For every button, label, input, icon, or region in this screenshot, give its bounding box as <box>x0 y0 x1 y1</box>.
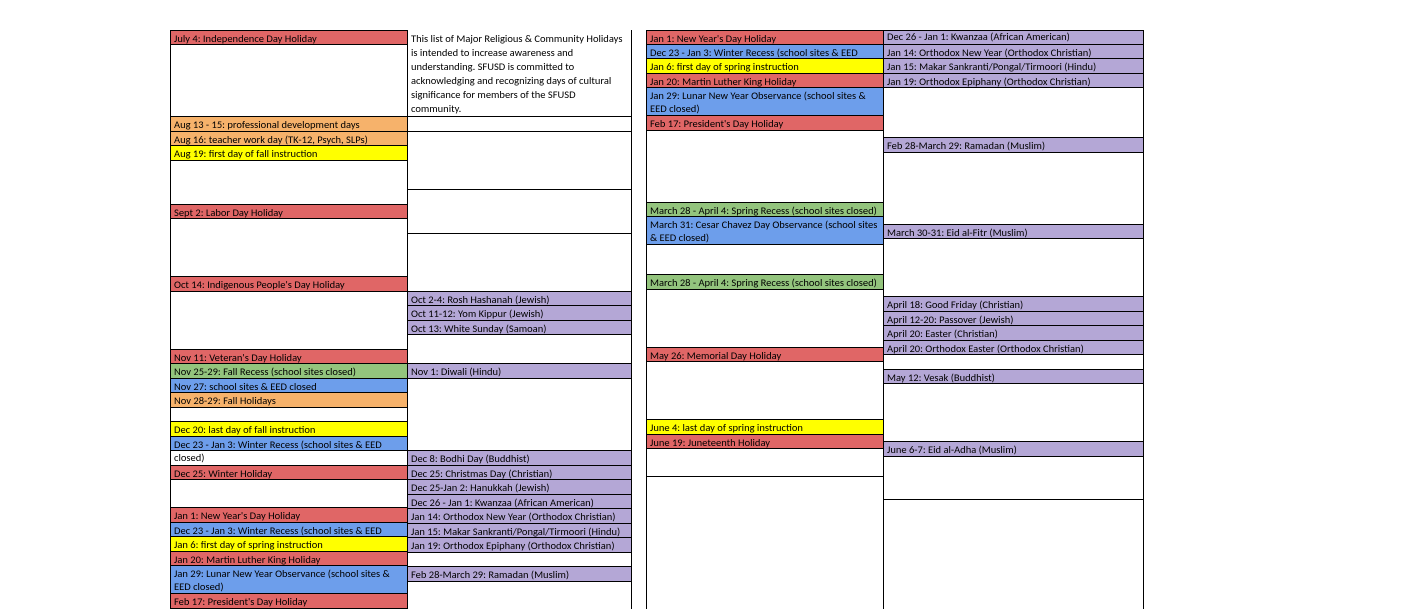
calendar-cell: Jan 6: first day of spring instruction <box>647 59 883 74</box>
calendar-cell <box>171 292 407 350</box>
calendar-cell <box>171 161 407 205</box>
calendar-cell: Feb 17: President's Day Holiday <box>647 116 883 131</box>
calendar-cell: Feb 28-March 29: Ramadan (Muslim) <box>884 138 1143 153</box>
calendar-cell: Dec 23 - Jan 3: Winter Recess (school si… <box>171 523 407 538</box>
calendar-cell: Jan 14: Orthodox New Year (Orthodox Chri… <box>884 45 1143 60</box>
calendar-cell <box>884 384 1143 442</box>
calendar-cell: April 20: Easter (Christian) <box>884 326 1143 341</box>
calendar-cell <box>408 234 631 292</box>
calendar-cell: June 19: Juneteenth Holiday <box>647 435 883 450</box>
calendar-cell <box>884 153 1143 225</box>
calendar-cell <box>647 449 883 477</box>
calendar-cell: Dec 23 - Jan 3: Winter Recess (school si… <box>647 45 883 60</box>
calendar-cell <box>647 131 883 203</box>
calendar-cell: Nov 27: school sites & EED closed <box>171 379 407 394</box>
calendar-cell <box>408 132 631 190</box>
calendar-cell: April 12-20: Passover (Jewish) <box>884 312 1143 327</box>
calendar-cell: Dec 26 - Jan 1: Kwanzaa (African America… <box>884 30 1143 45</box>
calendar-cell: Nov 25-29: Fall Recess (school sites clo… <box>171 364 407 379</box>
calendar-cell: Jan 29: Lunar New Year Observance (schoo… <box>171 566 407 594</box>
calendar-cell: Feb 17: President's Day Holiday <box>171 594 407 609</box>
calendar-cell: July 4: Independence Day Holiday <box>171 30 407 45</box>
calendar-cell: Jan 19: Orthodox Epiphany (Orthodox Chri… <box>408 538 631 553</box>
calendar-cell <box>884 88 1143 138</box>
calendar-cell: March 30-31: Eid al-Fitr (Muslim) <box>884 225 1143 240</box>
calendar-cell: May 26: Memorial Day Holiday <box>647 348 883 363</box>
calendar-cell: April 18: Good Friday (Christian) <box>884 297 1143 312</box>
calendar-cell <box>408 117 631 132</box>
calendar-cell <box>171 219 407 277</box>
calendar-cell: Oct 11-12: Yom Kippur (Jewish) <box>408 306 631 321</box>
calendar-cell: Dec 25: Christmas Day (Christian) <box>408 466 631 481</box>
intro-text: This list of Major Religious & Community… <box>408 30 631 117</box>
calendar-cell <box>171 408 407 423</box>
calendar-cell: Aug 13 - 15: professional development da… <box>171 117 407 132</box>
calendar-cell <box>647 245 883 275</box>
calendar-cell: March 28 - April 4: Spring Recess (schoo… <box>647 275 883 290</box>
calendar-cell: March 28 - April 4: Spring Recess (schoo… <box>647 203 883 218</box>
calendar-cell <box>171 451 407 466</box>
calendar-cell <box>408 335 631 364</box>
calendar-cell: Jan 14: Orthodox New Year (Orthodox Chri… <box>408 509 631 524</box>
left-block-col1: July 4: Independence Day Holiday Aug 13 -… <box>170 30 408 609</box>
calendar-cell: Jan 20: Martin Luther King Holiday <box>171 552 407 567</box>
calendar-cell <box>647 362 883 420</box>
calendar-cell: Jan 15: Makar Sankranti/Pongal/Tirmoori … <box>884 59 1143 74</box>
calendar-cell: Jan 1: New Year's Day Holiday <box>647 30 883 45</box>
calendar-cell: Jan 29: Lunar New Year Observance (schoo… <box>647 88 883 116</box>
calendar-cell: Feb 28-March 29: Ramadan (Muslim) <box>408 567 631 582</box>
calendar-cell: Jan 6: first day of spring instruction <box>171 537 407 552</box>
calendar-cell: Jan 20: Martin Luther King Holiday <box>647 74 883 89</box>
calendar-cell: Dec 25: Winter Holiday <box>171 466 407 481</box>
calendar-cell <box>884 355 1143 370</box>
calendar-cell: Aug 16: teacher work day (TK-12, Psych, … <box>171 132 407 147</box>
left-block-col2: This list of Major Religious & Community… <box>408 30 632 609</box>
calendar-cell <box>884 239 1143 297</box>
calendar-cell: Sept 2: Labor Day Holiday <box>171 205 407 220</box>
calendar-cell: Dec 20: last day of fall instruction <box>171 422 407 437</box>
calendar-cell: Dec 8: Bodhi Day (Buddhist) <box>408 451 631 466</box>
calendar-cell: Aug 19: first day of fall instruction <box>171 146 407 161</box>
calendar-cell: Nov 11: Veteran's Day Holiday <box>171 350 407 365</box>
right-block-col2: Dec 26 - Jan 1: Kwanzaa (African America… <box>884 30 1144 609</box>
calendar-cell: Jan 1: New Year's Day Holiday <box>171 508 407 523</box>
calendar-cell: April 20: Orthodox Easter (Orthodox Chri… <box>884 341 1143 356</box>
calendar-cell <box>408 379 631 452</box>
calendar-cell: Jan 19: Orthodox Epiphany (Orthodox Chri… <box>884 74 1143 89</box>
calendar-cell <box>408 553 631 568</box>
calendar-cell: Oct 2-4: Rosh Hashanah (Jewish) <box>408 292 631 307</box>
calendar-cell <box>171 480 407 508</box>
calendar-cell: Dec 23 - Jan 3: Winter Recess (school si… <box>171 437 407 452</box>
calendar-cell: Oct 14: Indigenous People's Day Holiday <box>171 277 407 292</box>
calendar-cell <box>884 457 1143 500</box>
calendar-cell: June 6-7: Eid al-Adha (Muslim) <box>884 442 1143 457</box>
calendar-cell: March 31: Cesar Chavez Day Observance (s… <box>647 217 883 245</box>
calendar-cell: Dec 26 - Jan 1: Kwanzaa (African America… <box>408 495 631 510</box>
calendar-cell: Oct 13: White Sunday (Samoan) <box>408 321 631 336</box>
calendar-cell <box>408 190 631 234</box>
right-block-col1: Jan 1: New Year's Day HolidayDec 23 - Ja… <box>646 30 884 609</box>
calendar-cell: Jan 15: Makar Sankranti/Pongal/Tirmoori … <box>408 524 631 539</box>
calendar-cell: Dec 25-Jan 2: Hanukkah (Jewish) <box>408 480 631 495</box>
calendar-cell: Nov 28-29: Fall Holidays <box>171 393 407 408</box>
calendar-cell: May 12: Vesak (Buddhist) <box>884 370 1143 385</box>
calendar-cell <box>647 290 883 348</box>
calendar-cell: Nov 1: Diwali (Hindu) <box>408 364 631 379</box>
calendar-cell: June 4: last day of spring instruction <box>647 420 883 435</box>
calendar-cell <box>171 45 407 118</box>
